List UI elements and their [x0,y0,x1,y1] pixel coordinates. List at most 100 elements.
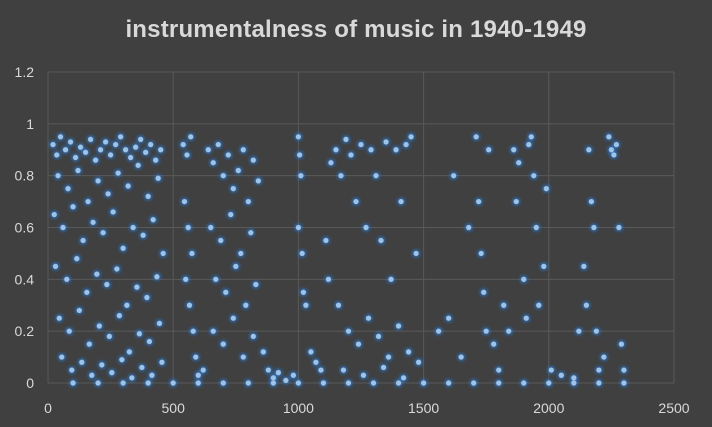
data-point [59,354,65,360]
data-point [218,237,224,244]
data-point [65,186,71,192]
data-point [186,302,193,308]
data-point [395,323,402,329]
data-point [528,134,534,140]
data-point [621,367,627,373]
data-point [120,380,126,386]
data-point [576,328,582,334]
data-point [358,141,364,148]
data-point [295,380,301,386]
data-point [338,173,344,179]
data-point [283,377,289,384]
data-point [388,276,394,282]
y-tick-label: 0.6 [15,220,35,236]
data-point [150,217,156,223]
data-point [295,134,301,140]
data-point [365,315,372,321]
data-point [421,380,427,386]
data-point [395,380,402,386]
data-point [140,232,146,238]
data-point [188,134,194,140]
data-point [143,149,149,155]
data-point [128,154,134,161]
data-point [135,162,141,168]
data-point [185,224,191,231]
data-point [335,302,342,308]
data-point [96,323,102,329]
data-point [513,198,519,205]
data-point [596,367,602,373]
gridlines [47,71,675,384]
data-point [270,375,276,381]
data-point [596,380,602,386]
x-tick-label: 2500 [658,400,689,416]
data-point [295,224,301,231]
x-tick-label: 0 [44,400,52,416]
data-point [193,354,199,360]
data-point [471,380,477,386]
data-point [511,147,517,153]
data-point [248,230,254,236]
data-point [270,380,276,386]
data-point [215,141,221,148]
y-tick-label: 0.2 [15,323,35,339]
data-point [184,152,190,158]
data-point [478,250,484,257]
data-point [375,333,382,339]
data-point [415,359,422,365]
data-point [144,294,150,301]
data-point [210,328,216,334]
data-point [148,141,154,148]
data-point [340,367,347,373]
data-point [255,178,261,184]
data-point [393,147,399,153]
data-point [611,152,617,158]
data-point [413,250,419,257]
data-point [373,173,379,179]
data-point [100,230,106,236]
data-point [104,281,110,288]
data-point [195,380,201,386]
data-point [136,331,142,337]
data-point [50,141,56,148]
data-point [145,193,151,199]
x-tick-label: 500 [162,400,186,416]
data-point [220,173,226,179]
data-point [99,362,105,368]
data-point [348,152,354,158]
data-point [95,178,101,184]
data-point [345,380,352,386]
data-point [170,380,176,386]
data-point [300,289,307,295]
data-point [75,167,81,174]
data-point [208,224,214,231]
data-point [521,380,527,386]
data-point [523,315,529,321]
data-point [476,198,482,205]
data-point [86,341,92,347]
data-point [113,141,119,148]
y-axis-ticks: 0 0.2 0.4 0.6 0.8 1 1.2 [15,64,35,391]
data-point [618,341,625,347]
data-point [408,134,414,140]
data-point [181,198,188,205]
data-point [225,152,231,158]
data-point [245,380,251,386]
data-point [243,302,249,308]
data-point [235,167,241,174]
data-point [385,354,392,360]
data-point [130,224,136,231]
data-point [205,147,211,153]
data-point [102,139,109,145]
data-point [571,375,577,381]
data-point [383,139,389,145]
data-point [446,315,452,321]
data-point [333,147,339,153]
data-point [531,173,537,179]
data-point [190,328,196,334]
data-point [536,302,542,308]
data-points [50,134,627,386]
data-point [496,367,502,373]
data-point [85,198,91,205]
data-point [57,134,64,140]
